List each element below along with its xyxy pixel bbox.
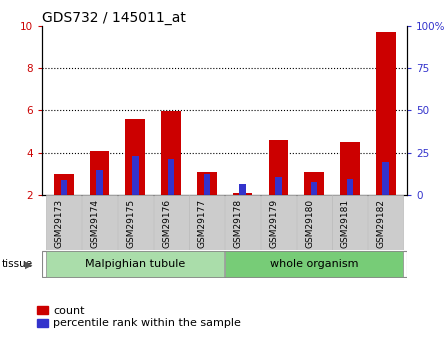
Text: GSM29179: GSM29179 (269, 199, 279, 248)
FancyBboxPatch shape (46, 251, 224, 277)
Text: GSM29180: GSM29180 (305, 199, 314, 248)
Legend: count, percentile rank within the sample: count, percentile rank within the sample (36, 306, 241, 328)
Text: tissue: tissue (1, 259, 32, 269)
FancyBboxPatch shape (189, 195, 224, 250)
Text: ▶: ▶ (24, 260, 32, 269)
FancyBboxPatch shape (82, 195, 117, 250)
Bar (268, 140, 288, 195)
Text: whole organism: whole organism (270, 259, 358, 269)
Text: GSM29174: GSM29174 (90, 199, 100, 248)
FancyBboxPatch shape (368, 195, 403, 250)
Bar (311, 182, 317, 195)
Text: Malpighian tubule: Malpighian tubule (85, 259, 186, 269)
FancyBboxPatch shape (118, 195, 153, 250)
FancyBboxPatch shape (261, 195, 296, 250)
Bar (239, 184, 246, 195)
Bar (132, 156, 138, 195)
FancyBboxPatch shape (225, 195, 260, 250)
FancyBboxPatch shape (297, 195, 332, 250)
FancyBboxPatch shape (46, 195, 81, 250)
Bar (90, 150, 109, 195)
Bar (233, 193, 252, 195)
Bar (96, 169, 103, 195)
Bar (340, 142, 360, 195)
Text: GDS732 / 145011_at: GDS732 / 145011_at (42, 11, 186, 25)
Bar (197, 172, 217, 195)
Text: GSM29181: GSM29181 (341, 199, 350, 248)
Bar (304, 172, 324, 195)
Text: GSM29176: GSM29176 (162, 199, 171, 248)
Bar (54, 174, 73, 195)
Text: GSM29173: GSM29173 (55, 199, 64, 248)
Text: GSM29177: GSM29177 (198, 199, 207, 248)
Bar (61, 180, 67, 195)
Bar (347, 179, 353, 195)
Bar (383, 162, 389, 195)
Bar (275, 177, 282, 195)
Bar (204, 174, 210, 195)
Text: GSM29182: GSM29182 (377, 199, 386, 248)
FancyBboxPatch shape (332, 195, 368, 250)
Bar (125, 119, 145, 195)
FancyBboxPatch shape (154, 195, 189, 250)
Text: GSM29178: GSM29178 (234, 199, 243, 248)
Bar (168, 159, 174, 195)
Bar (161, 111, 181, 195)
Text: GSM29175: GSM29175 (126, 199, 135, 248)
FancyBboxPatch shape (225, 251, 403, 277)
Bar (376, 32, 396, 195)
